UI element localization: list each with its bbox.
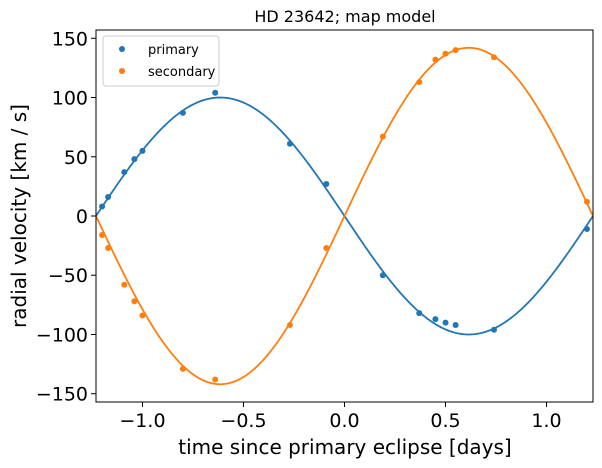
secondary-data-point	[432, 56, 439, 63]
primary-data-point	[379, 272, 386, 279]
x-axis-label: time since primary eclipse [days]	[178, 435, 512, 459]
primary-data-point	[131, 156, 138, 163]
secondary-model-line	[96, 46, 593, 386]
x-tick-label: 0.0	[329, 410, 359, 432]
primary-data-point	[442, 319, 449, 326]
secondary-data-point	[416, 79, 423, 86]
secondary-data-point	[179, 365, 186, 372]
y-tick-label: −50	[48, 265, 88, 287]
y-axis-ticks: −150 −100 −50 0 50 100 150	[36, 28, 96, 406]
primary-data-point	[583, 226, 590, 233]
secondary-data-point	[212, 376, 219, 383]
secondary-data-point	[99, 231, 106, 238]
y-tick-label: −100	[36, 324, 88, 346]
legend-box	[102, 35, 220, 87]
x-axis-ticks: −1.0 −0.5 0.0 0.5 1.0	[119, 402, 562, 432]
secondary-data-point	[379, 133, 386, 140]
y-tick-label: 150	[52, 28, 88, 50]
primary-data-point	[121, 169, 128, 176]
x-tick-label: −0.5	[220, 410, 266, 432]
legend-marker-secondary	[119, 68, 125, 74]
primary-data-point	[416, 310, 423, 317]
secondary-data-point	[131, 298, 138, 305]
model-lines	[96, 46, 593, 386]
secondary-data-point	[491, 54, 498, 61]
secondary-data-point	[323, 244, 330, 251]
primary-data-point	[286, 140, 293, 147]
data-points	[99, 47, 590, 383]
primary-data-point	[105, 194, 112, 201]
secondary-data-point	[583, 198, 590, 205]
x-tick-label: 0.5	[430, 410, 460, 432]
y-tick-label: 50	[64, 147, 88, 169]
primary-data-point	[432, 316, 439, 323]
secondary-data-point	[286, 321, 293, 328]
secondary-data-point	[139, 312, 146, 319]
secondary-data-point	[105, 244, 112, 251]
legend-marker-primary	[119, 46, 125, 52]
primary-data-point	[452, 321, 459, 328]
y-tick-label: 100	[52, 88, 88, 110]
x-tick-label: 1.0	[531, 410, 561, 432]
primary-data-point	[491, 326, 498, 333]
primary-data-point	[139, 147, 146, 154]
y-tick-label: −150	[36, 384, 88, 406]
y-tick-label: 0	[76, 206, 88, 228]
chart-title: HD 23642; map model	[254, 7, 435, 26]
primary-data-point	[179, 109, 186, 116]
primary-data-point	[212, 89, 219, 96]
legend-label-secondary: secondary	[148, 65, 216, 80]
secondary-data-point	[442, 50, 449, 57]
secondary-data-point	[452, 47, 459, 54]
legend: primary secondary	[102, 35, 220, 87]
legend-label-primary: primary	[148, 43, 199, 58]
x-tick-label: −1.0	[119, 410, 165, 432]
primary-data-point	[99, 203, 106, 210]
primary-data-point	[323, 181, 330, 188]
y-axis-label: radial velocity [km / s]	[7, 104, 31, 328]
secondary-data-point	[121, 281, 128, 288]
